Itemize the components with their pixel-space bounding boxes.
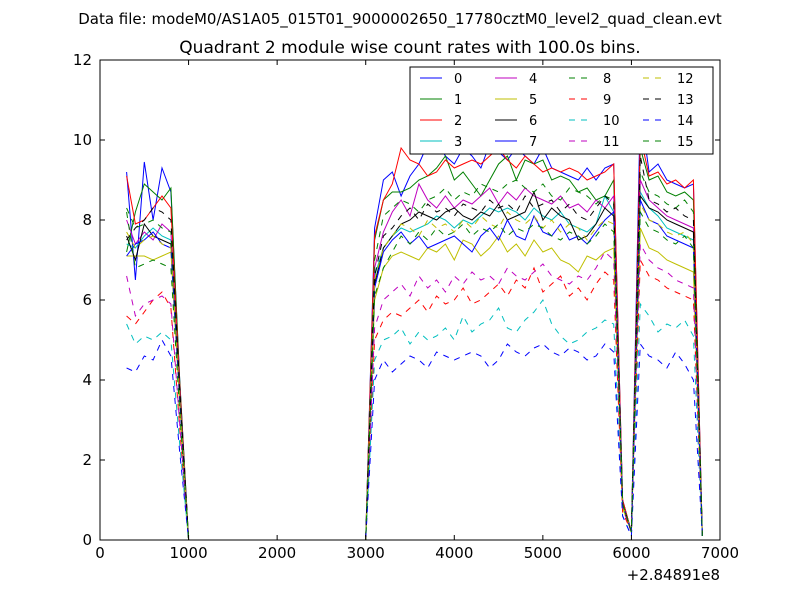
legend-label-6: 6 [529,114,537,129]
legend-label-0: 0 [454,72,462,87]
legend-label-13: 13 [677,93,694,108]
x-tick-label: 1000 [169,544,207,562]
legend-label-15: 15 [677,135,694,150]
x-tick-label: 7000 [701,544,739,562]
y-tick-label: 6 [82,291,92,309]
y-tick-label: 8 [82,211,92,229]
legend-label-4: 4 [529,72,537,87]
legend-label-11: 11 [603,135,620,150]
series-line-11 [126,242,703,541]
legend-label-7: 7 [529,135,537,150]
legend-label-10: 10 [603,114,620,129]
y-tick-label: 12 [73,51,92,69]
x-offset-label: +2.84891e8 [627,566,720,584]
series-line-14 [126,338,703,541]
chart-title: Quadrant 2 module wise count rates with … [179,38,640,58]
legend-label-14: 14 [677,114,694,129]
legend-label-5: 5 [529,93,537,108]
legend-label-12: 12 [677,72,694,87]
y-tick-label: 2 [82,451,92,469]
legend-label-1: 1 [454,93,462,108]
legend-label-3: 3 [454,135,462,150]
series-line-15 [126,210,703,541]
x-tick-label: 3000 [347,544,385,562]
y-tick-label: 4 [82,371,92,389]
suptitle: Data file: modeM0/AS1A05_015T01_90000026… [78,10,722,29]
x-tick-label: 0 [95,544,105,562]
series-line-13 [126,155,703,541]
x-tick-label: 6000 [612,544,650,562]
x-tick-label: 5000 [524,544,562,562]
y-tick-label: 10 [73,131,92,149]
y-tick-label: 0 [82,531,92,549]
x-tick-label: 4000 [435,544,473,562]
legend-label-8: 8 [603,72,611,87]
legend-label-9: 9 [603,93,611,108]
x-tick-label: 2000 [258,544,296,562]
legend-label-2: 2 [454,114,462,129]
legend-box [409,66,714,155]
